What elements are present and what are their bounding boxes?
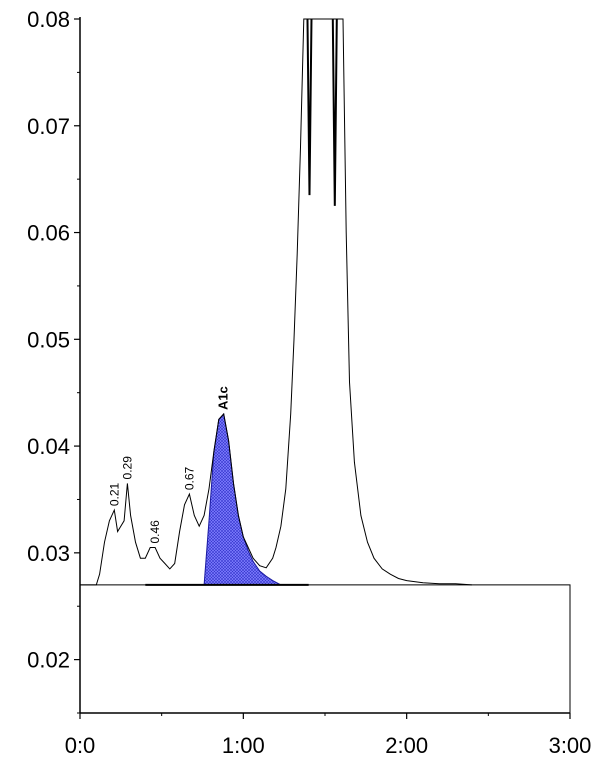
y-tick-label: 0.02 <box>27 648 70 673</box>
chromatogram-line <box>80 18 473 586</box>
y-tick-label: 0.04 <box>27 434 70 459</box>
peak-notch <box>306 18 313 196</box>
chromatogram-series <box>80 18 473 586</box>
y-tick-label: 0.03 <box>27 541 70 566</box>
x-tick-label: 1:00 <box>222 733 265 758</box>
peak-notch <box>331 18 338 206</box>
peak-label: 0.46 <box>148 520 162 544</box>
baseline-box <box>79 584 571 714</box>
y-tick-label: 0.07 <box>27 114 70 139</box>
y-tick-label: 0.08 <box>27 7 70 32</box>
peak-label: 0.29 <box>120 456 134 480</box>
x-tick-label: 3:00 <box>549 733 592 758</box>
peak-label: 0.67 <box>182 466 196 490</box>
peak-labels: 0.21 0.29 0.46 0.67 A1c <box>107 386 230 543</box>
y-tick-label: 0.06 <box>27 221 70 246</box>
x-tick-label: 0:0 <box>65 733 96 758</box>
x-tick-label: 2:00 <box>385 733 428 758</box>
y-tick-label: 0.05 <box>27 327 70 352</box>
baseline-rect <box>79 584 571 714</box>
chart-axes: 0.02 0.03 0.04 0.05 0.06 0.07 0.08 0:0 1:00 2:00 3… <box>27 7 591 758</box>
peak-label: A1c <box>216 386 231 410</box>
peak-label: 0.21 <box>107 482 121 506</box>
